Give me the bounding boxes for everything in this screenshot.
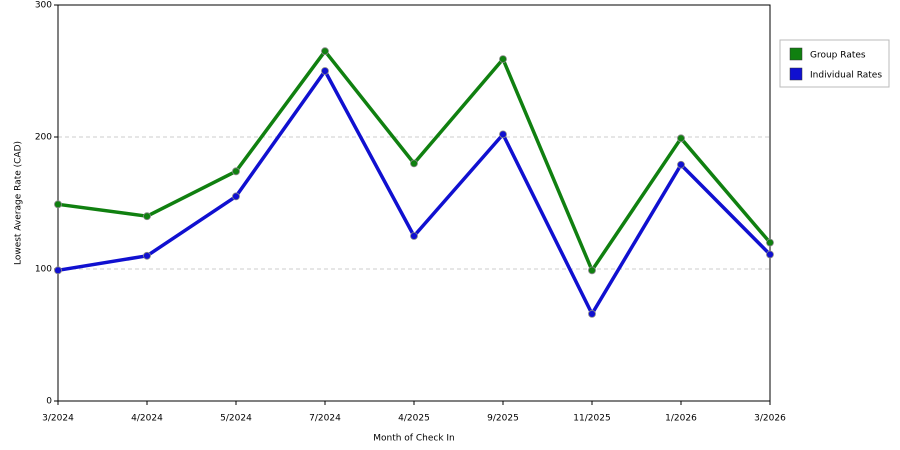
x-tick-label: 4/2025 <box>398 414 430 424</box>
data-point <box>588 309 596 318</box>
data-point <box>499 130 507 139</box>
data-point <box>143 212 151 221</box>
data-point <box>232 167 240 176</box>
x-axis-label: Month of Check In <box>373 434 455 444</box>
data-point <box>766 250 774 259</box>
legend-swatch <box>789 67 803 81</box>
x-tick-label: 11/2025 <box>573 414 610 424</box>
x-tick-label: 5/2024 <box>220 414 252 424</box>
data-point <box>677 160 685 169</box>
data-point <box>143 251 151 260</box>
x-tick-label: 1/2026 <box>665 414 697 424</box>
series-line <box>57 69 772 316</box>
plot-frame <box>57 4 771 402</box>
data-point <box>54 200 62 209</box>
x-tick-label: 3/2024 <box>42 414 74 424</box>
data-point <box>766 238 774 247</box>
data-point <box>677 134 685 143</box>
y-tick-label: 300 <box>35 1 52 11</box>
y-tick-label: 200 <box>35 133 52 143</box>
data-point <box>321 47 329 56</box>
legend-label: Individual Rates <box>810 71 882 81</box>
data-point <box>588 266 596 275</box>
y-tick-label: 100 <box>35 265 52 275</box>
legend-label: Group Rates <box>810 51 866 61</box>
data-point <box>410 159 418 168</box>
x-tick-label: 7/2024 <box>309 414 341 424</box>
data-point <box>232 192 240 201</box>
x-tick-label: 9/2025 <box>487 414 519 424</box>
y-tick-label: 0 <box>46 397 52 407</box>
legend-swatch <box>789 47 803 61</box>
data-point <box>410 232 418 240</box>
x-tick-label: 4/2024 <box>131 414 163 424</box>
data-point <box>499 55 507 64</box>
data-point <box>321 67 329 75</box>
x-tick-label: 3/2026 <box>754 414 786 424</box>
data-point <box>54 266 62 275</box>
y-axis-label: Lowest Average Rate (CAD) <box>14 141 24 265</box>
